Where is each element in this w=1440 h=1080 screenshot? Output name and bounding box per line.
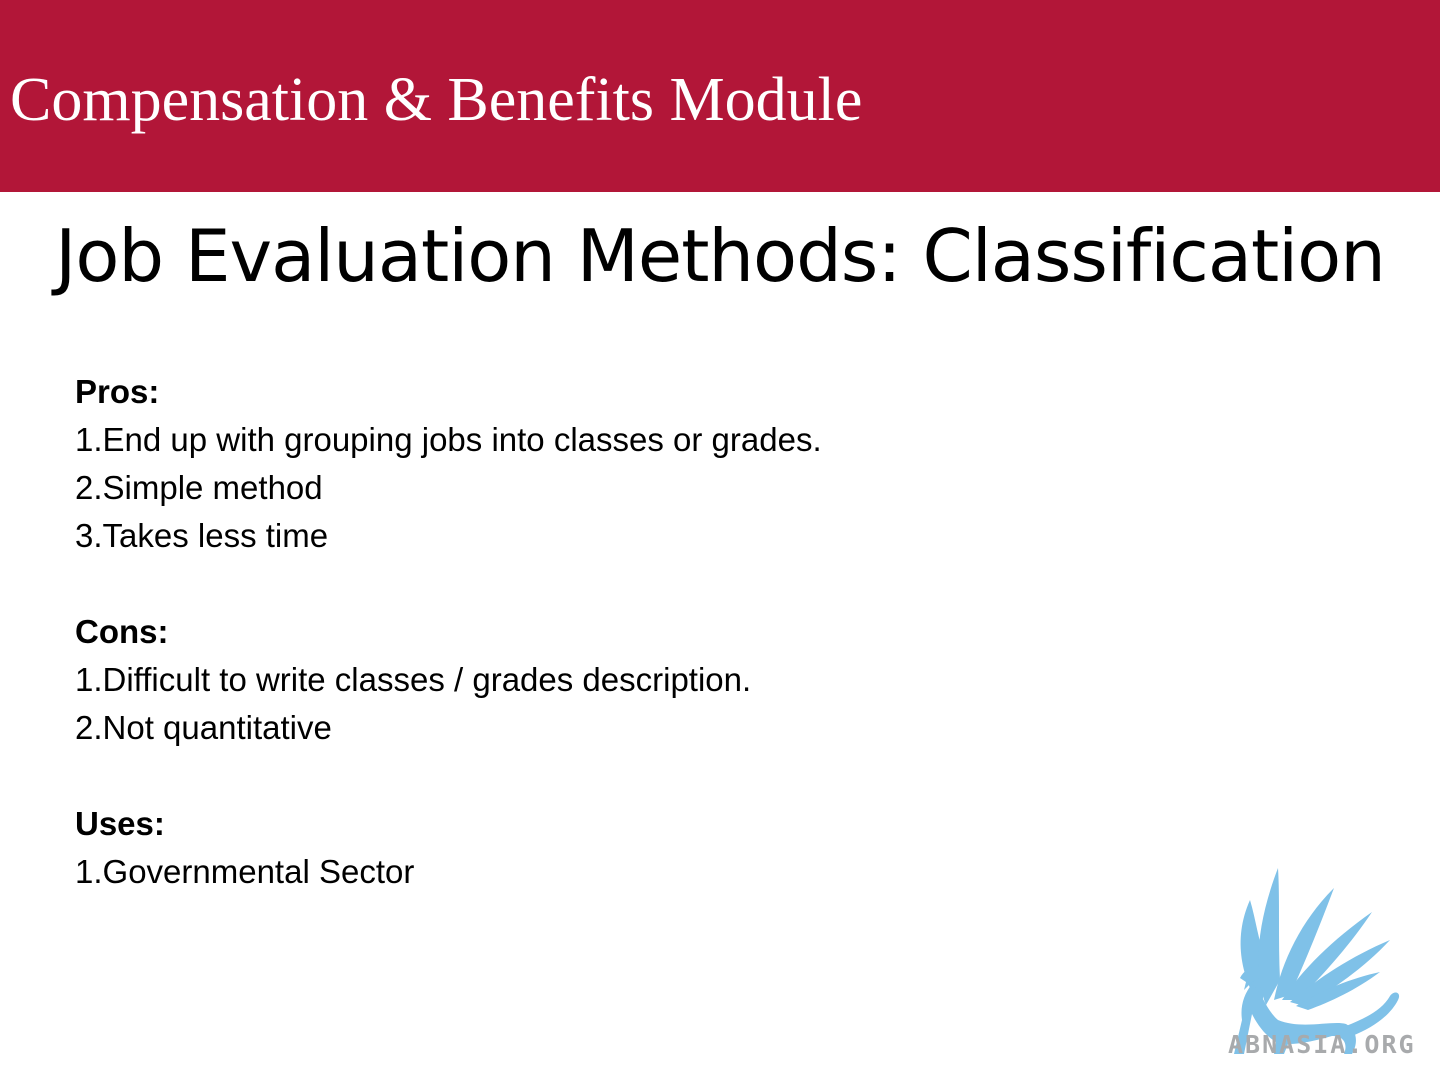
list-item: 1.End up with grouping jobs into classes… [75,421,822,458]
pros-section: Pros: 1.End up with grouping jobs into c… [75,368,1175,560]
section-heading: Cons: [75,613,169,650]
section-heading: Uses: [75,805,165,842]
list-item: 2.Simple method [75,469,323,506]
cons-section: Cons: 1.Difficult to write classes / gra… [75,608,1175,752]
list-item: 1.Governmental Sector [75,853,415,890]
module-title: Compensation & Benefits Module [10,66,863,134]
uses-section: Uses: 1.Governmental Sector [75,800,1175,896]
list-item: 1.Difficult to write classes / grades de… [75,661,752,698]
pros-list: 1.End up with grouping jobs into classes… [75,416,1175,560]
uses-list: 1.Governmental Sector [75,848,1175,896]
slide-title: Job Evaluation Methods: Classification [55,214,1386,298]
list-item: 2.Not quantitative [75,709,332,746]
list-item: 3.Takes less time [75,517,329,554]
slide-content: Pros: 1.End up with grouping jobs into c… [75,368,1175,944]
logo-text: ABNASIA.ORG [1228,1030,1416,1059]
header-banner: Compensation & Benefits Module [0,0,1440,192]
cons-list: 1.Difficult to write classes / grades de… [75,656,1175,752]
griffin-icon [1234,868,1400,1054]
section-heading: Pros: [75,373,160,410]
